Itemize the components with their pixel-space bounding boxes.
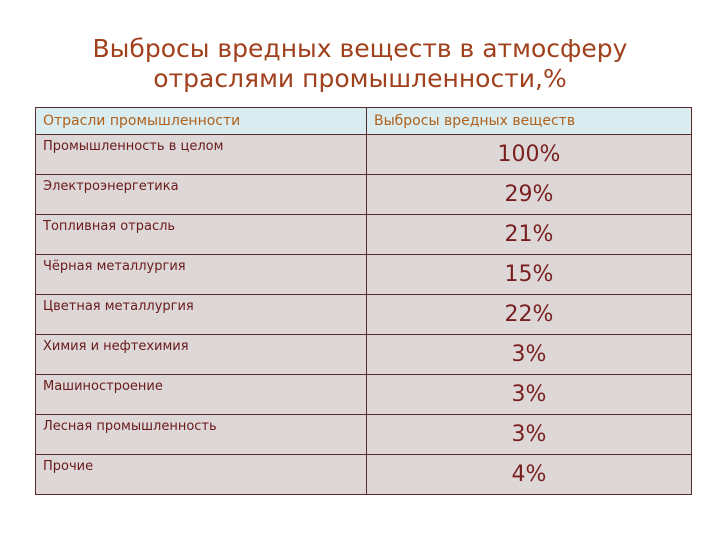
table-row: Чёрная металлургия 15%: [35, 254, 692, 295]
emission-value: 100%: [366, 134, 692, 175]
industry-name: Машиностроение: [35, 374, 367, 415]
emission-value: 4%: [366, 454, 692, 495]
emission-value: 3%: [366, 334, 692, 375]
emission-value: 29%: [366, 174, 692, 215]
slide-title: Выбросы вредных веществ в атмосферу отра…: [0, 34, 720, 94]
emission-value: 22%: [366, 294, 692, 335]
emission-value: 3%: [366, 414, 692, 455]
table-row: Электроэнергетика 29%: [35, 174, 692, 215]
table-row: Прочие 4%: [35, 454, 692, 495]
column-header-emissions: Выбросы вредных веществ: [366, 107, 692, 135]
table-row: Топливная отрасль 21%: [35, 214, 692, 255]
title-line-2: отраслями промышленности,%: [153, 64, 567, 93]
industry-name: Топливная отрасль: [35, 214, 367, 255]
industry-name: Лесная промышленность: [35, 414, 367, 455]
table-row: Лесная промышленность 3%: [35, 414, 692, 455]
table-row: Цветная металлургия 22%: [35, 294, 692, 335]
emission-value: 21%: [366, 214, 692, 255]
industry-name: Промышленность в целом: [35, 134, 367, 175]
industry-name: Прочие: [35, 454, 367, 495]
table-row: Промышленность в целом 100%: [35, 134, 692, 175]
emission-value: 3%: [366, 374, 692, 415]
table-row: Машиностроение 3%: [35, 374, 692, 415]
emissions-table: Отрасли промышленности Выбросы вредных в…: [35, 107, 692, 495]
table-header-row: Отрасли промышленности Выбросы вредных в…: [35, 107, 692, 135]
title-line-1: Выбросы вредных веществ в атмосферу: [92, 34, 628, 63]
industry-name: Чёрная металлургия: [35, 254, 367, 295]
table-row: Химия и нефтехимия 3%: [35, 334, 692, 375]
industry-name: Электроэнергетика: [35, 174, 367, 215]
emission-value: 15%: [366, 254, 692, 295]
industry-name: Химия и нефтехимия: [35, 334, 367, 375]
column-header-industry: Отрасли промышленности: [35, 107, 367, 135]
industry-name: Цветная металлургия: [35, 294, 367, 335]
